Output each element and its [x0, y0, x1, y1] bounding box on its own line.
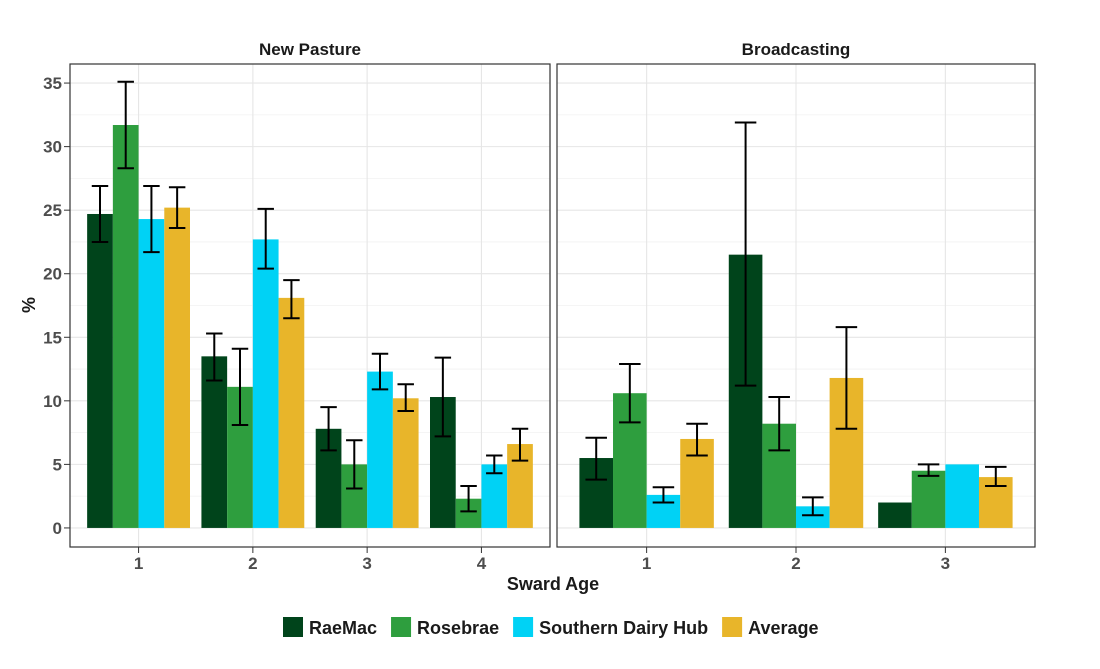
error-bar	[257, 207, 274, 270]
y-tick-label: 25	[43, 201, 62, 220]
error-bar	[91, 185, 109, 243]
legend-item: RaeMac	[283, 617, 377, 638]
panel-title: New Pasture	[259, 40, 361, 59]
y-tick-label: 30	[43, 138, 62, 157]
panel-border	[69, 63, 551, 548]
bar	[252, 239, 279, 528]
x-tick-label: 1	[642, 554, 651, 573]
x-tick-label: 1	[134, 554, 143, 573]
legend-item: Southern Dairy Hub	[513, 617, 708, 638]
bar	[138, 219, 165, 528]
bar	[164, 207, 190, 528]
error-bar	[206, 332, 223, 382]
panel-2: Broadcasting 1 2 3	[556, 40, 1036, 573]
legend-swatch	[722, 617, 743, 637]
legend-swatch	[391, 617, 412, 637]
legend-label: Average	[748, 618, 818, 638]
legend-label: Southern Dairy Hub	[539, 618, 708, 638]
x-tick-label: 4	[477, 554, 487, 573]
bar	[878, 502, 912, 528]
bar	[112, 125, 139, 528]
error-bar	[143, 185, 160, 254]
y-tick-label: 15	[43, 328, 62, 347]
error-bar	[371, 352, 389, 391]
x-tick-label: 2	[248, 554, 257, 573]
bar	[911, 470, 946, 528]
error-bar	[917, 463, 940, 477]
bar	[87, 213, 113, 528]
bar	[796, 506, 830, 528]
bar	[201, 356, 228, 528]
error-bar	[283, 279, 300, 320]
y-tick-label: 10	[43, 392, 62, 411]
error-bar	[320, 406, 337, 452]
error-bar	[585, 436, 607, 481]
error-bar	[460, 484, 477, 513]
error-bar	[434, 356, 452, 438]
bar	[367, 371, 393, 528]
x-tick-label: 3	[941, 554, 950, 573]
error-bar	[652, 486, 675, 504]
x-axis-title: Sward Age	[507, 574, 599, 594]
x-tick-label: 3	[362, 554, 371, 573]
y-axis-title: %	[19, 297, 39, 313]
legend-label: Rosebrae	[417, 618, 499, 638]
error-bar	[802, 496, 824, 517]
error-bar	[734, 121, 757, 387]
y-tick-label: 0	[53, 519, 62, 538]
error-bar	[486, 454, 503, 475]
y-tick-label: 20	[43, 265, 62, 284]
y-tick-label: 35	[43, 74, 62, 93]
bar	[392, 398, 419, 528]
panels-layer: 0 5 10 15 20 25 30 35 New Pasture 1 2 3 4 Broadcastin…	[43, 40, 1036, 573]
error-bar	[835, 326, 858, 430]
legend-swatch	[513, 617, 534, 637]
error-bar	[686, 422, 708, 457]
error-bar	[168, 186, 186, 229]
bar	[945, 464, 979, 528]
error-bar	[985, 465, 1007, 487]
legend: RaeMac Rosebrae Southern Dairy Hub Average	[283, 617, 818, 638]
error-bar	[346, 439, 363, 490]
error-bar	[117, 80, 134, 170]
error-bar	[619, 362, 641, 424]
legend-item: Average	[722, 617, 818, 638]
bar	[278, 297, 305, 528]
error-bar	[768, 396, 790, 452]
error-bar	[231, 347, 249, 426]
legend-item: Rosebrae	[391, 617, 499, 638]
bar	[481, 464, 508, 528]
y-tick-label: 5	[53, 455, 62, 474]
legend-label: RaeMac	[309, 618, 377, 638]
panel-1: New Pasture 1 2 3 4	[69, 40, 551, 573]
error-bar	[511, 427, 529, 462]
x-tick-label: 2	[791, 554, 800, 573]
legend-swatch	[283, 617, 303, 637]
error-bar	[397, 383, 414, 412]
panel-title: Broadcasting	[742, 40, 851, 59]
